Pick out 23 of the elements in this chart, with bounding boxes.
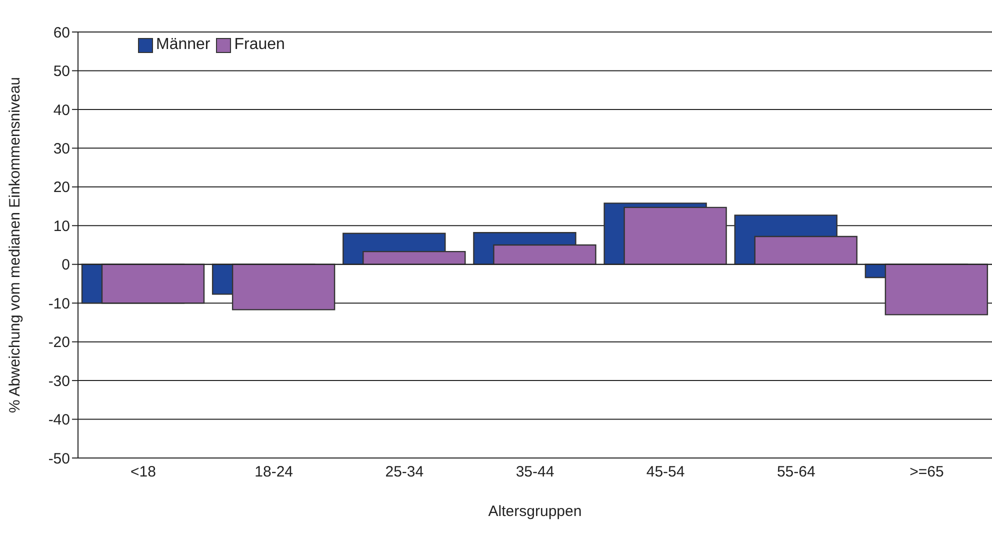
y-tick-label: -50 [48,450,70,468]
x-tick-label: <18 [130,464,156,481]
y-tick-label: -20 [48,334,70,352]
y-tick-label: -40 [48,412,70,429]
x-tick-label: 25-34 [385,464,424,481]
legend-label: Frauen [233,36,285,54]
y-tick-label: -30 [48,372,70,390]
y-tick-label: 60 [53,24,70,42]
y-tick-label: 40 [53,102,70,119]
x-axis-title: Altersgruppen [488,503,582,520]
y-axis-title: % Abweichung vom medianen Einkommensniveau [6,76,24,414]
y-tick-label: -10 [48,295,70,312]
y-tick-label: 10 [53,218,70,235]
y-tick-label: 50 [53,63,70,80]
x-tick-label: 18-24 [254,464,294,481]
legend-label: Männer [155,36,210,54]
x-tick-label: >=65 [910,464,944,481]
y-tick-label: 30 [53,140,70,158]
x-tick-label: 45-54 [646,464,685,481]
x-tick-label: 55-64 [776,464,816,481]
y-tick-label: 0 [62,256,70,274]
x-tick-label: 35-44 [516,464,554,481]
y-tick-label: 20 [53,179,70,196]
